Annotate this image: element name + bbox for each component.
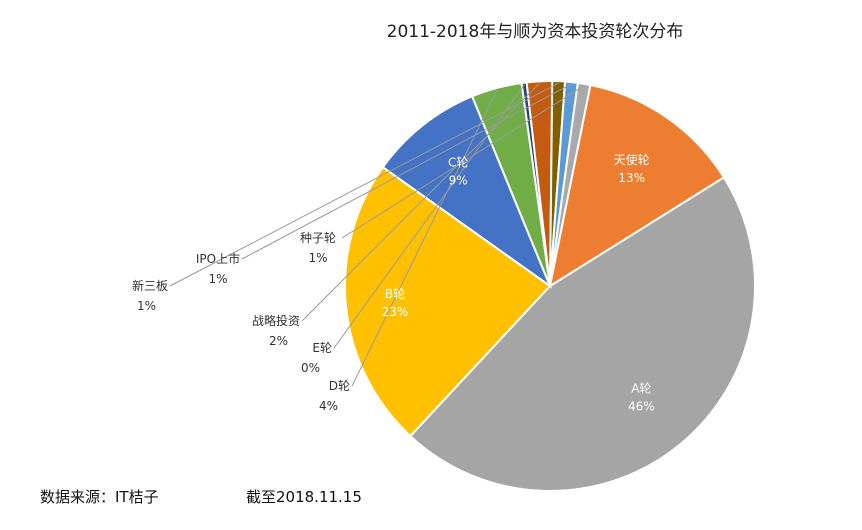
value-ipo: 1% [208, 272, 227, 286]
slice-labels: A轮 46% B轮 23% C轮 9% D轮 4% E轮 0% 战略投资 2% 新三板 1% IPO上市 1%… [132, 152, 655, 414]
leader-ipo [241, 83, 572, 260]
chart-title: 2011-2018年与顺为资本投资轮次分布 [387, 22, 684, 42]
value-e-round: 0% [301, 361, 320, 375]
value-angel: 13% [618, 171, 645, 185]
value-b-round: 23% [382, 305, 409, 319]
label-neeq: 新三板 [132, 278, 168, 293]
label-angel: 天使轮 [614, 152, 650, 167]
label-a-round: A轮 [631, 382, 651, 396]
value-strategic: 2% [269, 334, 288, 348]
value-c-round: 9% [449, 173, 468, 187]
slice-angel [548, 83, 726, 289]
label-seed: 种子轮 [300, 231, 336, 245]
value-neeq: 1% [137, 299, 156, 313]
leader-lines [169, 82, 585, 387]
value-seed: 1% [308, 251, 327, 265]
leader-seed [341, 85, 585, 239]
value-d-round: 4% [319, 399, 338, 413]
label-b-round: B轮 [385, 287, 405, 301]
label-ipo: IPO上市 [196, 251, 240, 266]
pie-slices [344, 80, 756, 492]
data-source-note: 数据来源：IT桔子 [40, 488, 159, 506]
leader-strategic [301, 82, 540, 322]
label-c-round: C轮 [448, 155, 468, 169]
leader-d-round [351, 89, 498, 387]
label-d-round: D轮 [329, 379, 350, 393]
slice-a-round [408, 175, 756, 492]
value-a-round: 46% [628, 400, 655, 414]
slice-c-round [381, 95, 553, 289]
slice-b-round [344, 165, 552, 438]
label-e-round: E轮 [312, 341, 332, 355]
leader-e-round [333, 84, 525, 349]
data-date-note: 截至2018.11.15 [246, 488, 362, 506]
leader-neeq [169, 82, 559, 287]
label-strategic: 战略投资 [252, 313, 300, 328]
